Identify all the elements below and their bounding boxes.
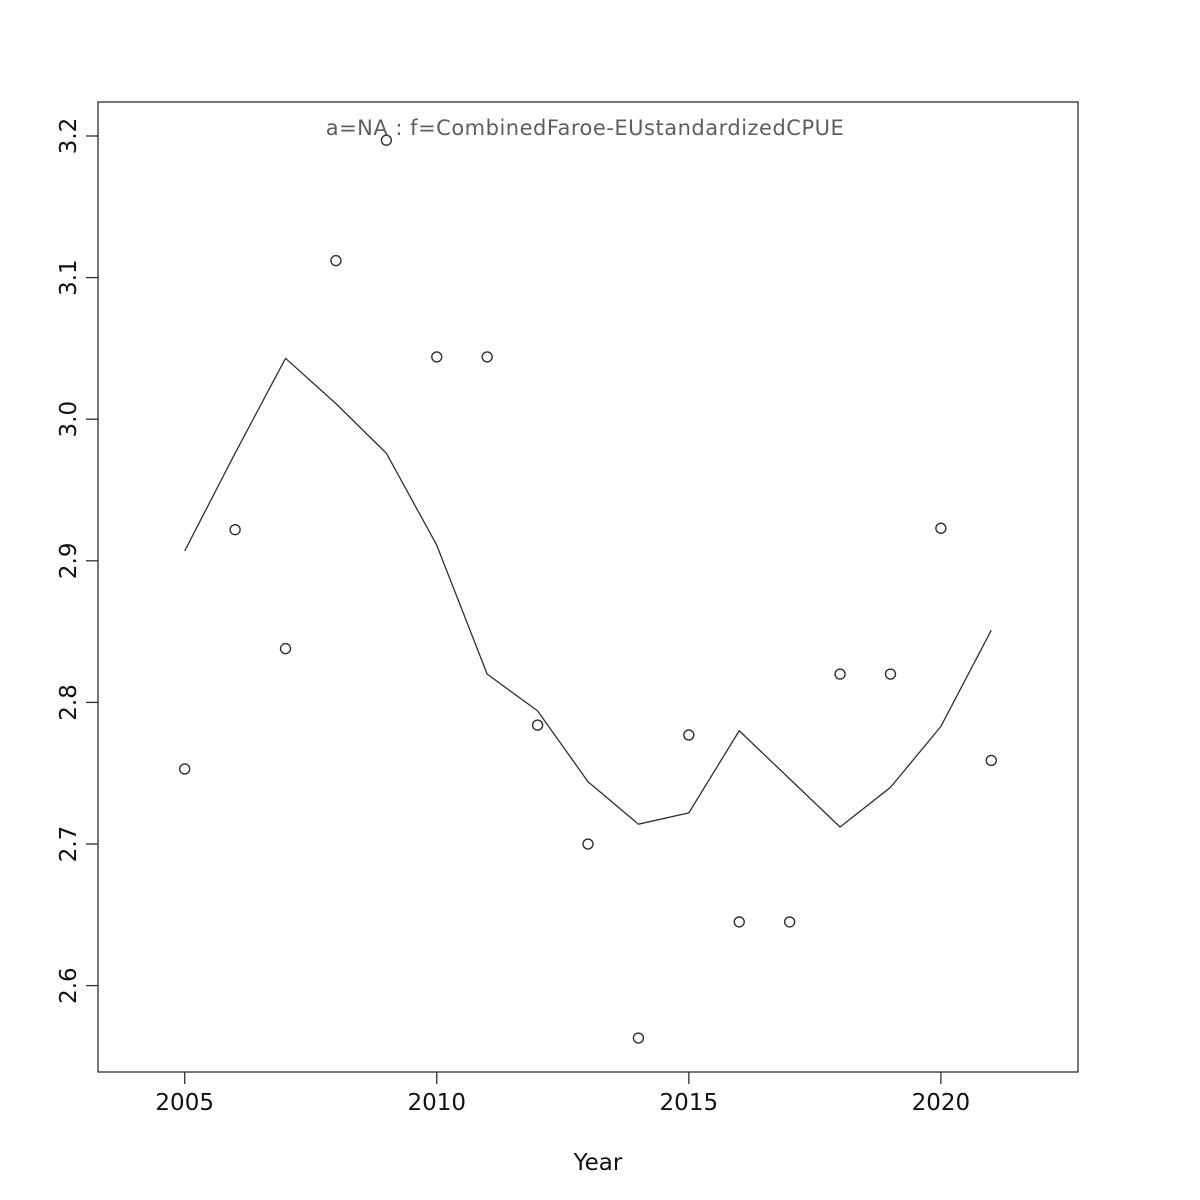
- y-axis: 2.6 2.7 2.8 2.9 3.0 3.1 3.2: [56, 118, 98, 1004]
- data-point: [279, 642, 292, 655]
- data-point: [632, 1032, 645, 1044]
- x-tick-label: 2005: [155, 1090, 214, 1116]
- y-tick-label: 2.7: [56, 826, 82, 863]
- data-points: [179, 134, 997, 1044]
- data-point: [935, 522, 947, 534]
- data-point: [531, 719, 544, 731]
- data-point: [481, 351, 493, 363]
- y-tick-label: 2.6: [56, 967, 82, 1004]
- fitted-line: [184, 357, 992, 828]
- y-tick-label: 3.0: [56, 401, 82, 438]
- data-point: [431, 351, 443, 363]
- data-point: [582, 838, 594, 850]
- y-tick-label: 2.8: [56, 684, 82, 721]
- data-point: [229, 523, 241, 536]
- chart-title: a=NA : f=CombinedFaroe-EUstandardizedCPU…: [326, 116, 845, 140]
- x-axis: 2005 2010 2015 2020: [155, 1072, 970, 1116]
- data-point: [884, 668, 897, 680]
- data-point: [179, 763, 191, 775]
- data-point: [380, 134, 393, 146]
- x-axis-label: Year: [573, 1150, 623, 1176]
- data-point: [834, 668, 846, 680]
- y-tick-label: 3.2: [56, 118, 82, 155]
- x-tick-label: 2020: [912, 1090, 971, 1116]
- data-point: [783, 916, 796, 928]
- data-point: [330, 254, 342, 267]
- y-tick-label: 3.1: [56, 259, 82, 296]
- x-tick-label: 2015: [660, 1090, 719, 1116]
- data-point: [733, 916, 745, 928]
- x-tick-label: 2010: [407, 1090, 466, 1116]
- data-point: [683, 729, 695, 741]
- data-point: [985, 754, 997, 767]
- plot-border: [97, 101, 1079, 1073]
- y-tick-label: 2.9: [56, 543, 82, 580]
